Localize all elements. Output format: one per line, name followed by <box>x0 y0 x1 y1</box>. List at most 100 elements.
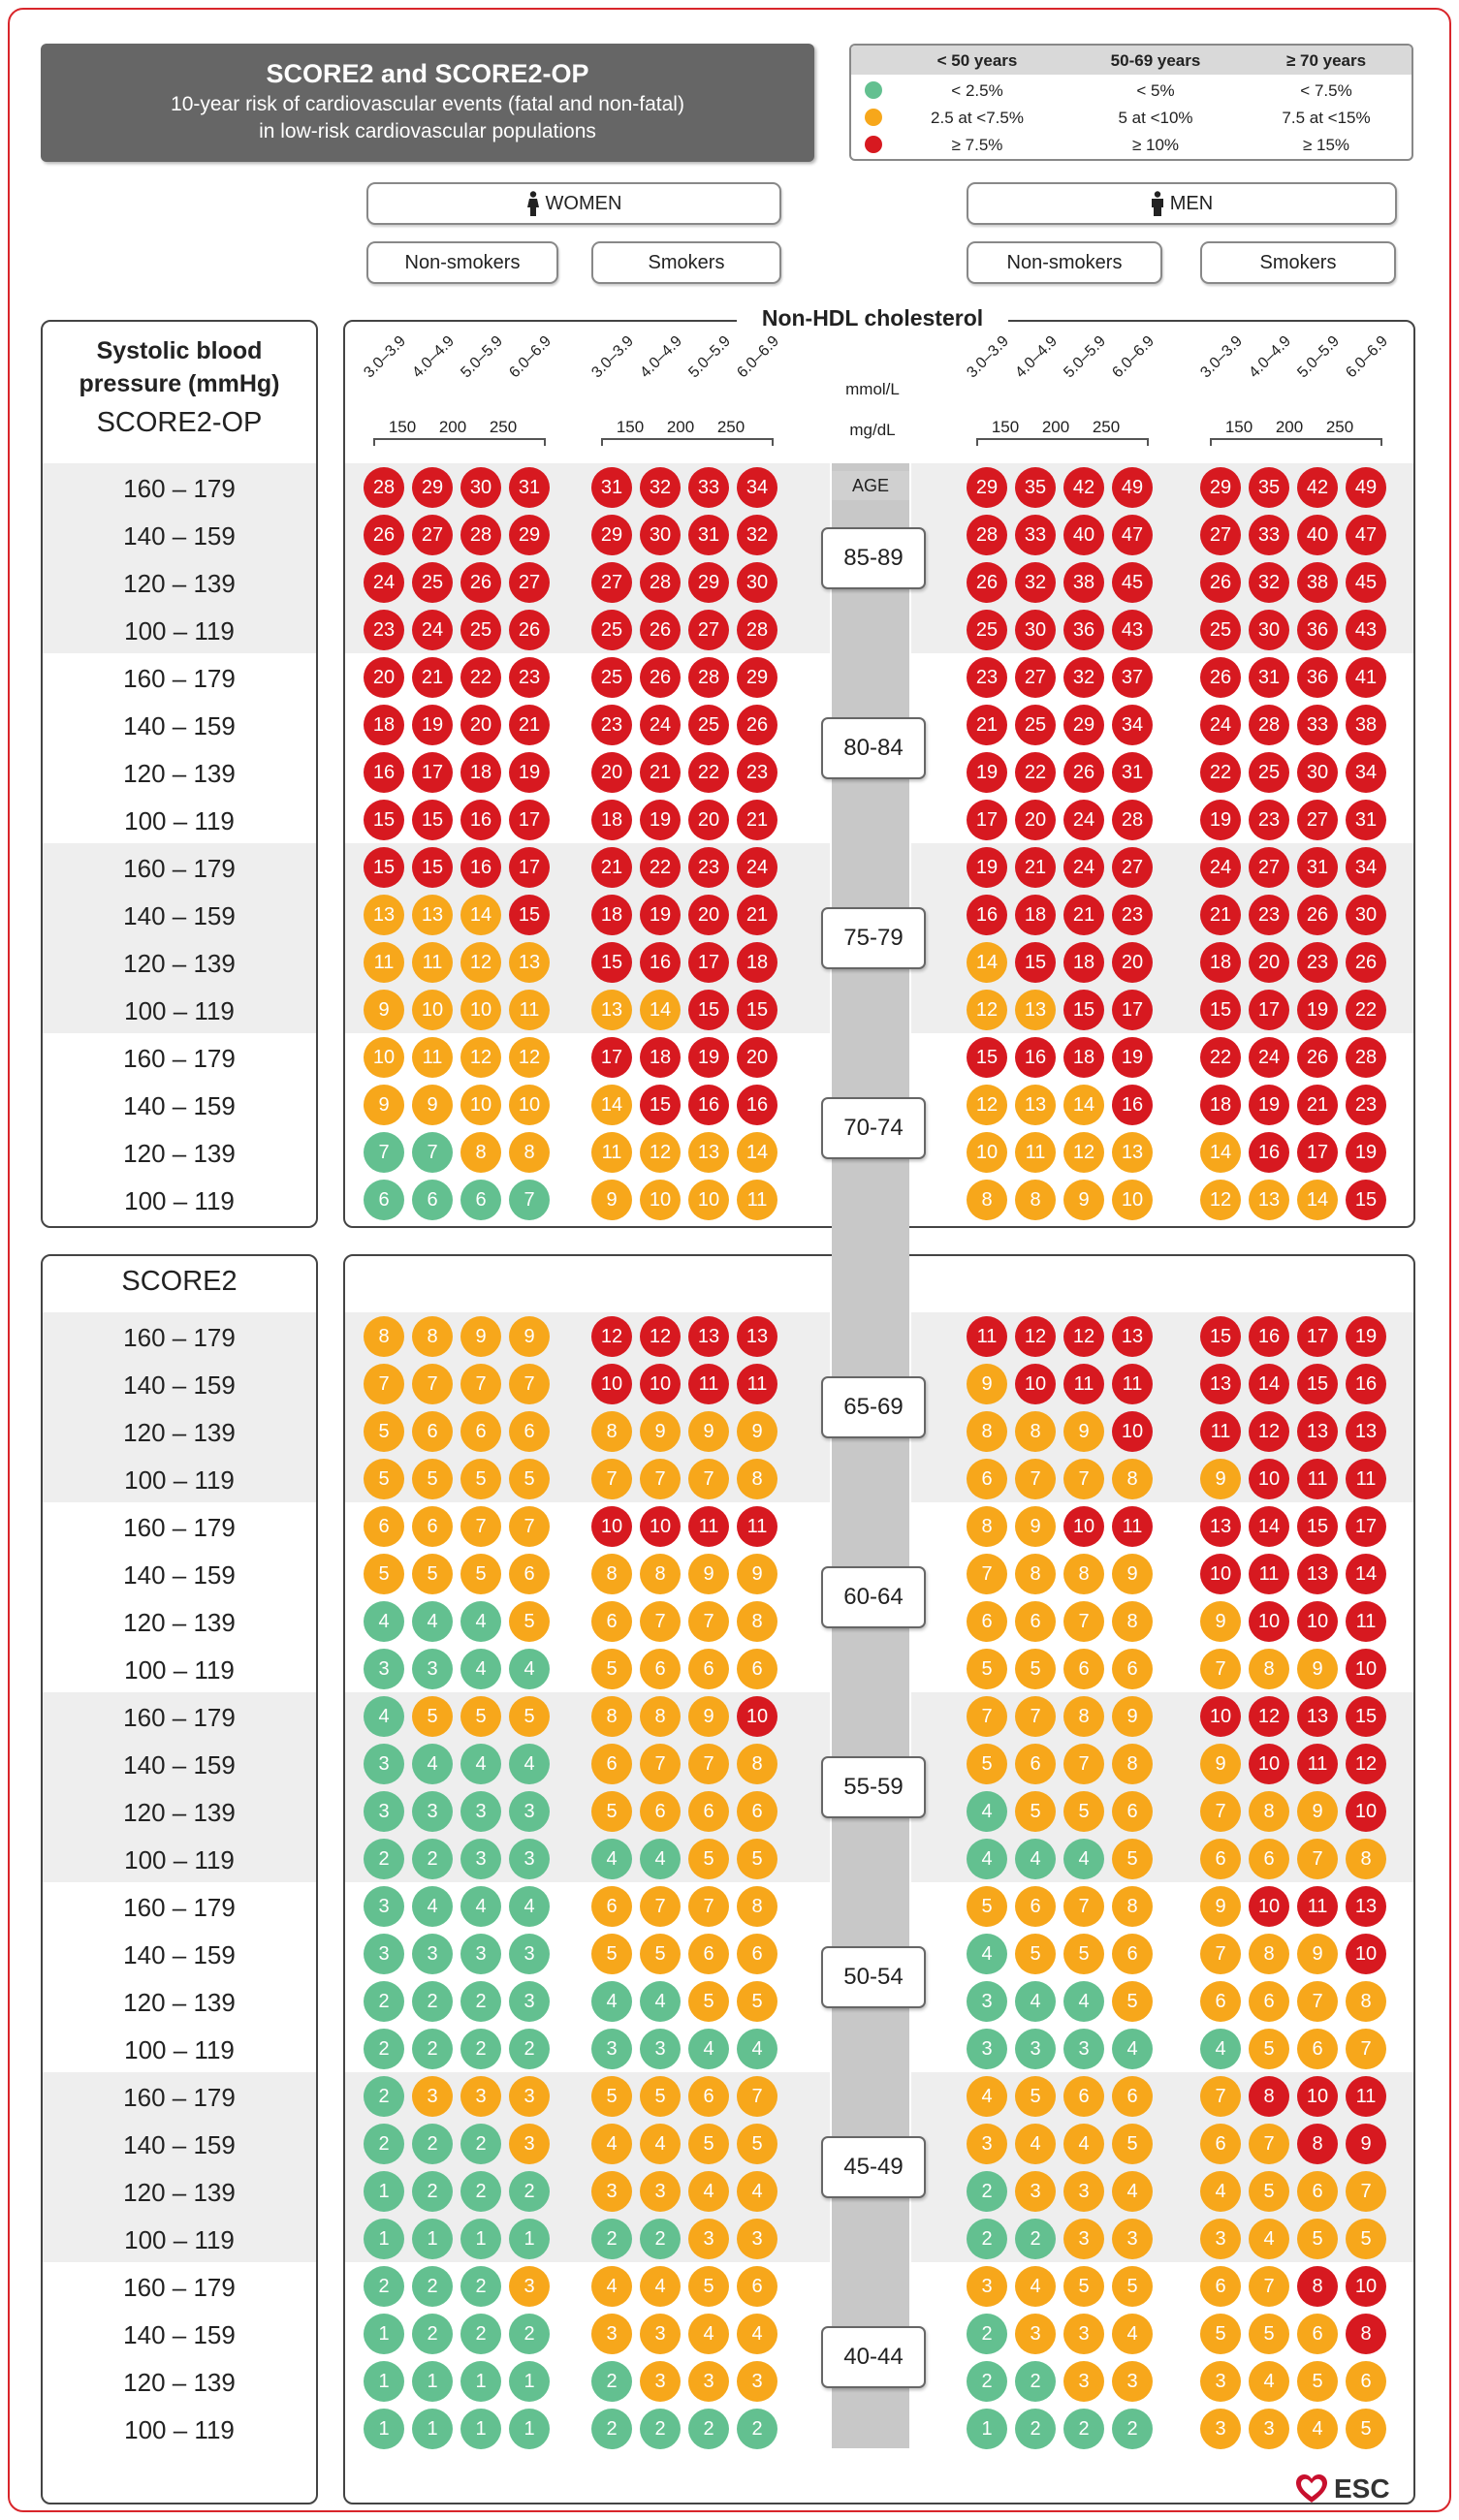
risk-cell: 6 <box>737 1649 777 1689</box>
age-column-bar <box>832 1256 909 2448</box>
risk-cell: 4 <box>509 1649 550 1689</box>
risk-cell: 15 <box>688 990 729 1030</box>
risk-cell: 19 <box>1346 1316 1386 1357</box>
risk-cell: 7 <box>1346 2029 1386 2069</box>
risk-cell: 8 <box>1249 1791 1289 1832</box>
risk-cell: 2 <box>364 2029 404 2069</box>
risk-cell: 5 <box>688 1839 729 1879</box>
risk-cell: 4 <box>509 1744 550 1784</box>
risk-cell: 2 <box>1063 2409 1104 2449</box>
risk-cell: 32 <box>1015 562 1056 603</box>
risk-cell: 9 <box>1297 1649 1338 1689</box>
risk-cell: 32 <box>1063 657 1104 698</box>
risk-cell: 5 <box>967 1649 1007 1689</box>
women-smokers-label: Smokers <box>591 241 781 284</box>
risk-cell: 4 <box>1015 1839 1056 1879</box>
cholesterol-axis-line <box>373 438 544 440</box>
risk-cell: 15 <box>412 847 453 888</box>
risk-cell: 19 <box>1200 800 1241 840</box>
risk-cell: 6 <box>591 1601 632 1642</box>
risk-cell: 8 <box>460 1132 501 1173</box>
risk-cell: 31 <box>591 467 632 508</box>
risk-cell: 8 <box>1063 1554 1104 1594</box>
risk-cell: 13 <box>1297 1554 1338 1594</box>
risk-cell: 8 <box>1015 1411 1056 1452</box>
risk-cell: 13 <box>1015 1085 1056 1125</box>
risk-cell: 17 <box>591 1037 632 1078</box>
risk-cell: 5 <box>967 1886 1007 1927</box>
risk-cell: 5 <box>1015 1791 1056 1832</box>
age-group-label: 65-69 <box>821 1376 926 1438</box>
risk-cell: 14 <box>1297 1180 1338 1220</box>
risk-cell: 4 <box>1063 1981 1104 2022</box>
risk-cell: 31 <box>1112 752 1153 793</box>
risk-cell: 1 <box>364 2171 404 2212</box>
risk-cell: 26 <box>640 610 681 650</box>
risk-cell: 12 <box>967 990 1007 1030</box>
age-group-label: 80-84 <box>821 717 926 779</box>
legend-green-dot <box>865 81 882 99</box>
risk-cell: 5 <box>1015 1649 1056 1689</box>
sbp-row-label: 120 – 139 <box>123 1988 236 2017</box>
risk-cell: 23 <box>364 610 404 650</box>
risk-cell: 7 <box>509 1506 550 1547</box>
page-frame <box>8 8 1451 2512</box>
risk-cell: 3 <box>364 1886 404 1927</box>
risk-cell: 7 <box>1249 2124 1289 2164</box>
risk-cell: 10 <box>1249 1744 1289 1784</box>
risk-cell: 5 <box>591 1791 632 1832</box>
risk-cell: 3 <box>1112 2361 1153 2402</box>
risk-cell: 9 <box>591 1180 632 1220</box>
risk-cell: 3 <box>640 2029 681 2069</box>
risk-cell: 2 <box>364 1981 404 2022</box>
risk-cell: 14 <box>1249 1364 1289 1404</box>
risk-cell: 5 <box>364 1459 404 1499</box>
risk-cell: 3 <box>1015 2171 1056 2212</box>
risk-cell: 7 <box>1015 1459 1056 1499</box>
risk-cell: 10 <box>412 990 453 1030</box>
risk-cell: 6 <box>688 1649 729 1689</box>
risk-cell: 8 <box>640 1554 681 1594</box>
risk-cell: 7 <box>1063 1744 1104 1784</box>
risk-cell: 11 <box>737 1180 777 1220</box>
sbp-row-label: 120 – 139 <box>123 1798 236 1827</box>
risk-cell: 3 <box>412 2076 453 2117</box>
risk-cell: 11 <box>688 1364 729 1404</box>
risk-cell: 3 <box>640 2361 681 2402</box>
risk-cell: 3 <box>1112 2219 1153 2259</box>
risk-cell: 1 <box>412 2409 453 2449</box>
risk-cell: 10 <box>1249 1886 1289 1927</box>
risk-cell: 2 <box>1015 2219 1056 2259</box>
legend-header-row: < 50 years 50-69 years ≥ 70 years <box>851 46 1411 75</box>
risk-cell: 2 <box>364 2076 404 2117</box>
risk-cell: 4 <box>967 1791 1007 1832</box>
risk-cell: 2 <box>967 2361 1007 2402</box>
esc-logo-text: ESC <box>1334 2473 1390 2504</box>
risk-cell: 22 <box>460 657 501 698</box>
risk-cell: 3 <box>509 1934 550 1974</box>
cholesterol-mgdl-tick: 200 <box>438 418 467 436</box>
risk-cell: 4 <box>1200 2029 1241 2069</box>
risk-cell: 19 <box>1297 990 1338 1030</box>
risk-cell: 25 <box>591 610 632 650</box>
risk-cell: 14 <box>737 1132 777 1173</box>
risk-cell: 31 <box>509 467 550 508</box>
risk-cell: 15 <box>591 942 632 983</box>
risk-cell: 2 <box>364 2266 404 2307</box>
risk-cell: 29 <box>967 467 1007 508</box>
risk-cell: 9 <box>688 1411 729 1452</box>
risk-cell: 4 <box>688 2314 729 2354</box>
risk-cell: 2 <box>412 2171 453 2212</box>
risk-cell: 26 <box>1200 657 1241 698</box>
sbp-row-label: 100 – 119 <box>124 806 235 835</box>
risk-cell: 35 <box>1015 467 1056 508</box>
risk-cell: 5 <box>640 2076 681 2117</box>
risk-cell: 29 <box>591 515 632 555</box>
risk-cell: 15 <box>1346 1180 1386 1220</box>
risk-cell: 16 <box>1249 1316 1289 1357</box>
risk-cell: 10 <box>591 1506 632 1547</box>
risk-cell: 7 <box>412 1132 453 1173</box>
risk-cell: 21 <box>1200 895 1241 935</box>
axis-tick <box>1147 438 1149 446</box>
risk-cell: 16 <box>1346 1364 1386 1404</box>
